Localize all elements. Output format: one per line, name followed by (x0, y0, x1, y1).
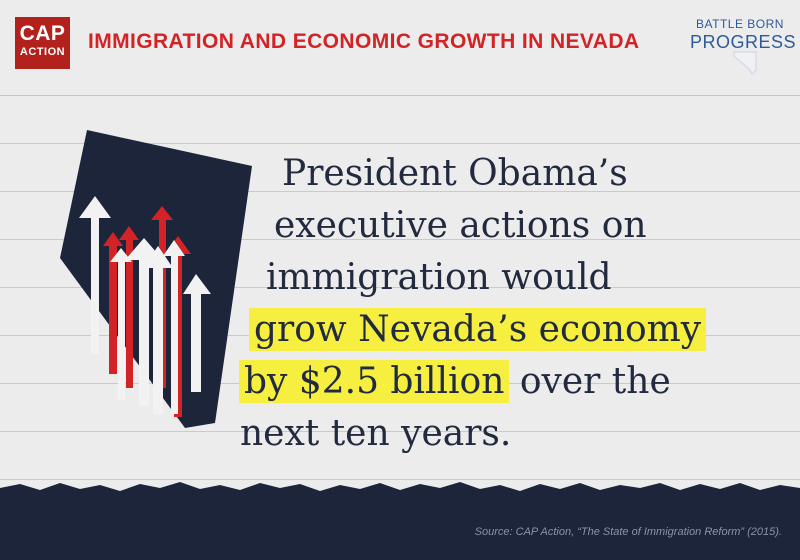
page-title: IMMIGRATION AND ECONOMIC GROWTH IN NEVAD… (88, 30, 640, 53)
growth-arrows-icon (79, 196, 211, 417)
header: CAP ACTION IMMIGRATION AND ECONOMIC GROW… (0, 0, 800, 96)
torn-paper-footer (0, 482, 800, 560)
logo-line1: CAP (19, 22, 66, 45)
logo-line2: ACTION (19, 46, 66, 58)
quote-highlight-economy: grow Nevada’s economy (250, 309, 706, 350)
source-citation: Source: CAP Action, “The State of Immigr… (474, 526, 782, 538)
partner-line1: BATTLE BORN (696, 17, 784, 31)
quote-text: President Obama’s executive actions on i… (240, 148, 780, 460)
quote-line5-rest: over the (508, 361, 671, 402)
battle-born-progress-logo[interactable]: BATTLE BORN PROGRESS (690, 16, 797, 76)
cap-action-logo[interactable]: CAP ACTION (15, 17, 70, 69)
nevada-outline-icon (733, 51, 757, 75)
partner-line2: PROGRESS (690, 32, 797, 52)
quote-line1: President Obama’s (282, 153, 628, 194)
quote-line6: next ten years. (240, 413, 512, 454)
quote-highlight-amount: by $2.5 billion (240, 361, 509, 402)
quote-line3: immigration would (266, 257, 612, 298)
quote-line2: executive actions on (274, 205, 647, 246)
nevada-state-graphic (60, 130, 252, 428)
